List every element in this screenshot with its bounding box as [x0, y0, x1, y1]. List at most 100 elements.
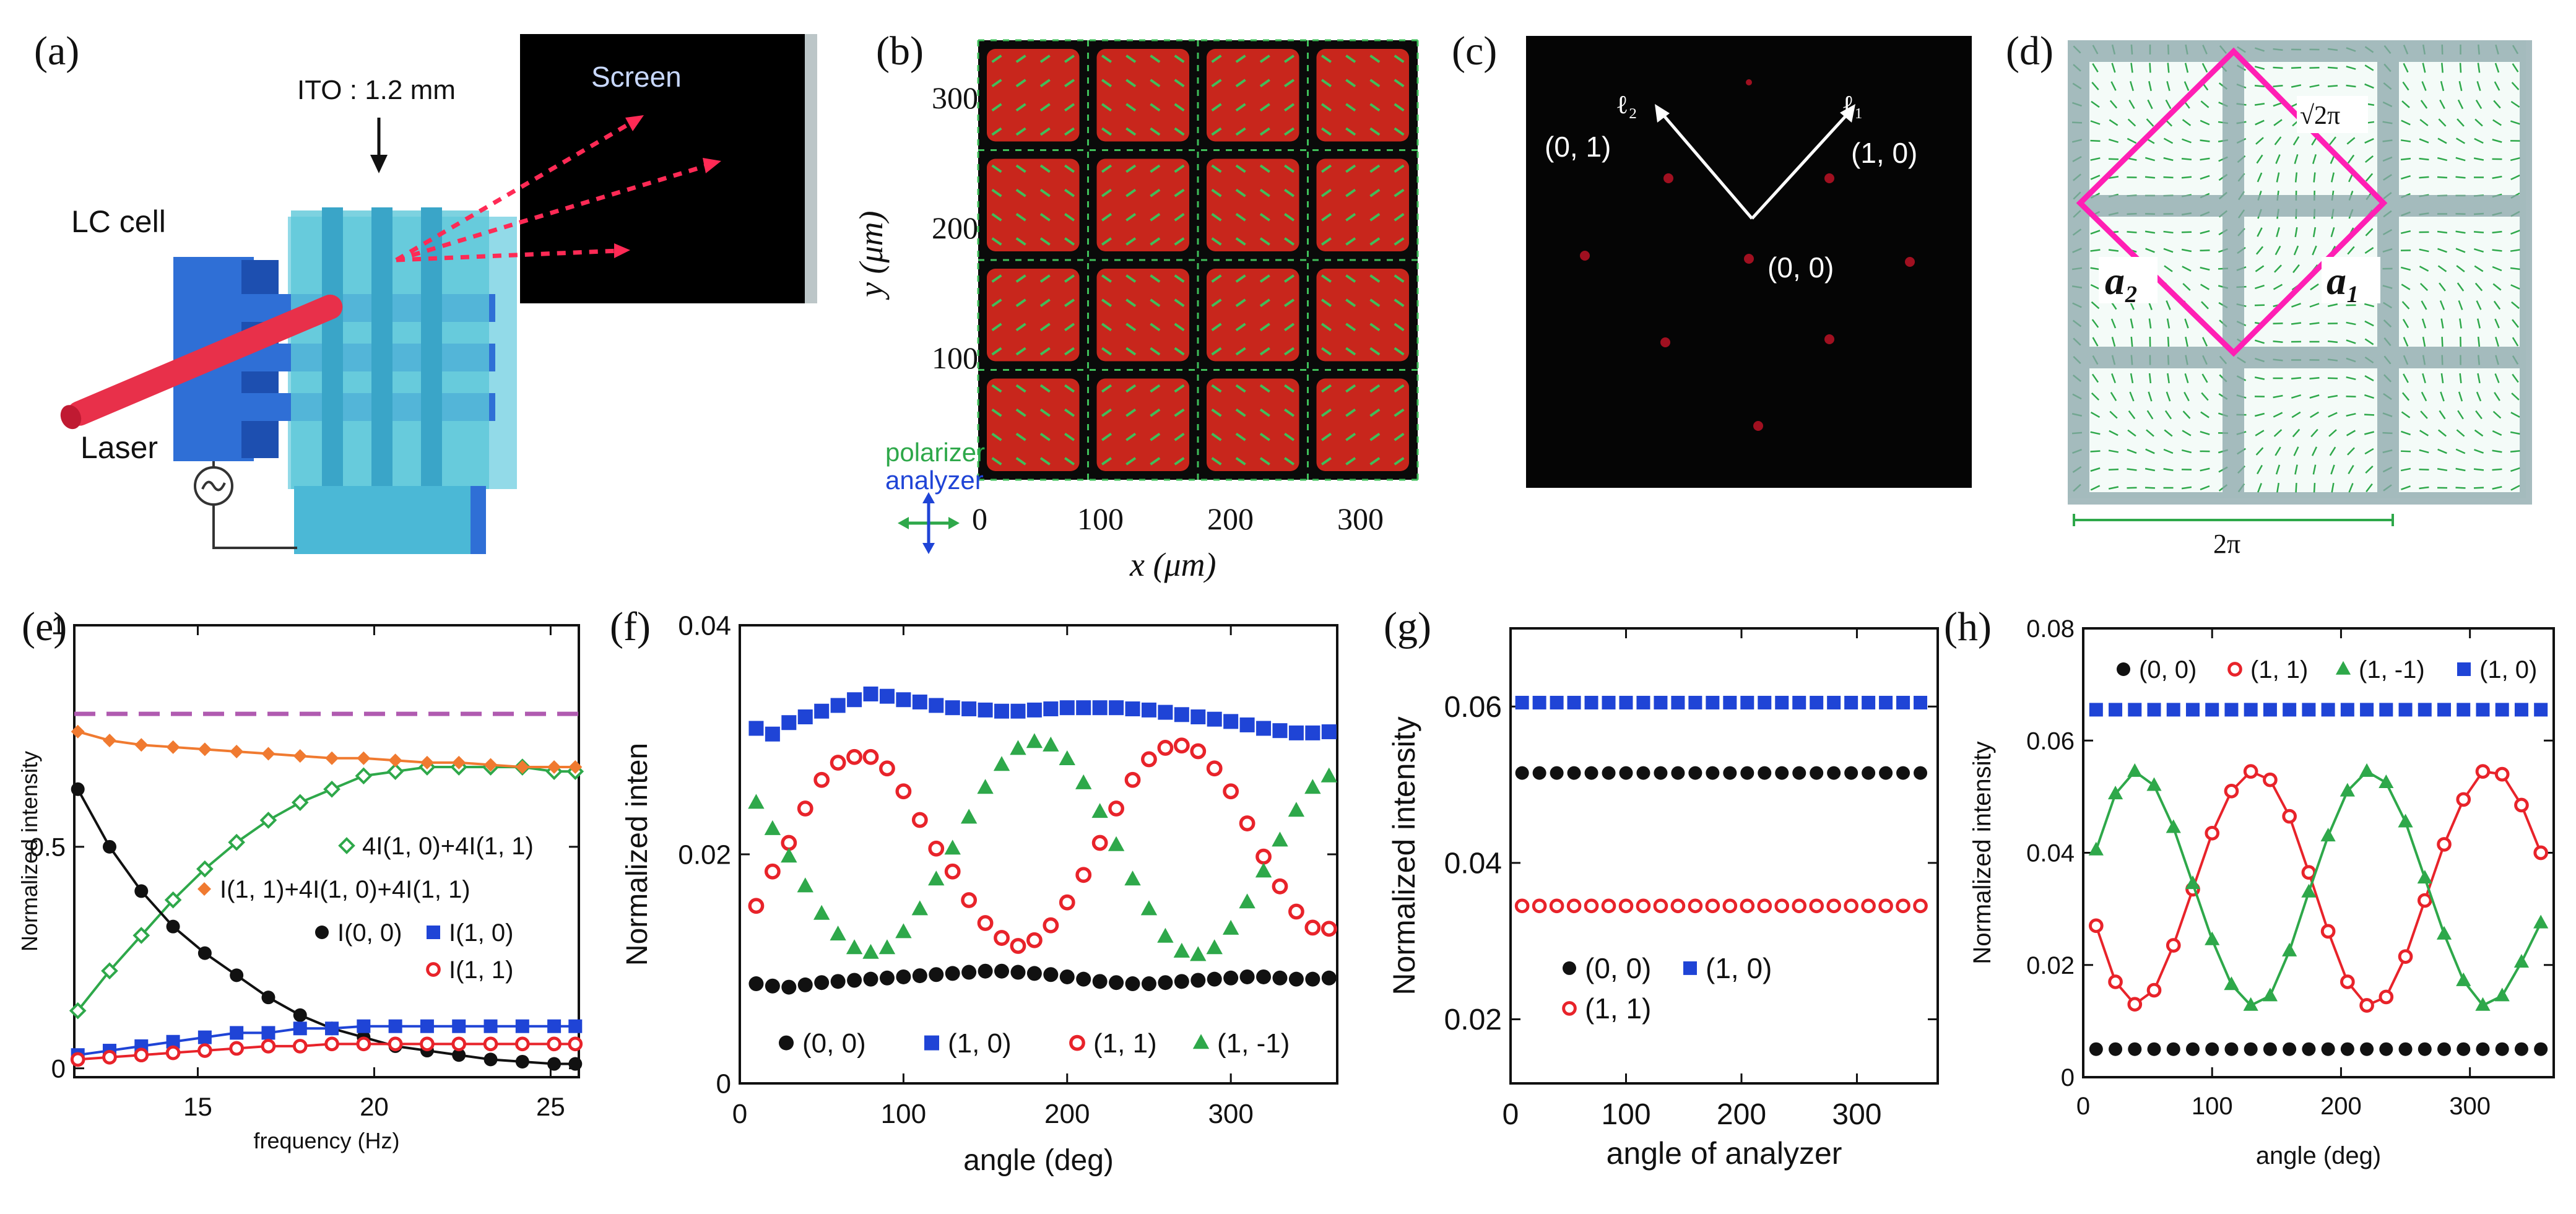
director-tick: [1211, 457, 1222, 466]
director-tick: [2201, 301, 2209, 310]
director-tick: [2327, 394, 2338, 399]
director-tick: [1174, 127, 1185, 136]
director-tick: [2148, 80, 2152, 92]
director-tick: [2330, 227, 2335, 238]
director-tick: [1064, 274, 1075, 283]
data-point: [929, 967, 944, 982]
data-point: [71, 782, 85, 796]
data-point: [1532, 898, 1547, 914]
director-tick: [1174, 54, 1185, 63]
x-tick-label: 100: [881, 1099, 926, 1129]
data-point: [1563, 961, 1576, 975]
series--0-0-: [1515, 766, 1928, 780]
data-point: [1141, 702, 1156, 718]
y-axis-label: Normalized intensity: [1387, 716, 1421, 995]
director-tick: [2090, 120, 2101, 125]
director-tick: [2510, 412, 2520, 418]
data-point: [2127, 997, 2143, 1012]
director-tick: [2257, 464, 2263, 475]
data-point: [2359, 763, 2375, 777]
director-tick: [1039, 188, 1051, 197]
data-point: [814, 975, 830, 991]
director-tick: [1174, 298, 1185, 307]
setup-diagram: Screen ITO : 1.2 mm LC cell Laser: [60, 34, 817, 554]
director-tick: [2329, 136, 2336, 145]
data-point: [2340, 783, 2355, 797]
director-tick: [1283, 164, 1295, 173]
director-tick: [2420, 410, 2428, 419]
beam-head-2: [703, 158, 721, 173]
data-point: [2107, 786, 2123, 800]
director-tick: [2292, 136, 2300, 145]
director-tick: [1015, 54, 1026, 63]
director-tick: [2092, 337, 2099, 347]
director-tick: [2457, 410, 2464, 420]
data-point: [2224, 703, 2239, 717]
legend: (0, 0) (1, 1) (1, -1) (1, 0): [2117, 656, 2537, 683]
data-point: [1239, 893, 1255, 909]
director-tick: [2492, 468, 2502, 471]
legend-label: I(1, 1)+4I(1, 0)+4I(1, 1): [220, 876, 471, 903]
director-tick: [2401, 301, 2410, 310]
director-tick: [1015, 237, 1026, 246]
data-point: [912, 968, 927, 984]
pom-cell: [1207, 158, 1299, 251]
director-tick: [2182, 410, 2191, 419]
data-point: [1584, 695, 1598, 709]
y-tick-label: 0: [716, 1069, 731, 1099]
data-point: [1654, 766, 1668, 780]
director-tick: [1259, 433, 1270, 441]
data-point: [1321, 921, 1337, 937]
director-tick: [2364, 394, 2375, 399]
director-tick: [2455, 248, 2466, 253]
director-tick: [1211, 347, 1222, 356]
chart-g: 0 100 200 300 0.02 0.04 0.06 angle of analyzer N…: [1387, 627, 1939, 1171]
data-point: [261, 747, 275, 761]
director-tick: [2091, 319, 2099, 328]
director-tick: [1259, 103, 1270, 112]
director-tick: [1283, 347, 1295, 356]
y-axis-label: Normalized inten: [621, 743, 654, 966]
data-point: [293, 1008, 307, 1022]
data-point: [1722, 898, 1738, 914]
series--1-0-: [2089, 703, 2548, 717]
director-tick: [1259, 408, 1270, 417]
director-tick: [2291, 303, 2301, 308]
data-point: [1515, 766, 1529, 780]
data-point: [197, 882, 211, 896]
data-point: [568, 1036, 583, 1052]
data-point: [1059, 700, 1075, 716]
director-tick: [1345, 347, 1356, 356]
data-point: [1683, 961, 1697, 975]
director-tick: [1235, 384, 1246, 393]
pom-cell: [987, 49, 1080, 142]
director-tick: [991, 408, 1002, 417]
data-point: [164, 891, 182, 909]
x-tick-label: 0: [1503, 1098, 1519, 1131]
b-xtick-100: 100: [1077, 501, 1124, 536]
data-point: [994, 930, 1010, 946]
chart-e-plot: 15 20 25 0 0.5 1 frequency (Hz) Normalized inte…: [17, 611, 584, 1153]
data-point: [1158, 975, 1173, 991]
director-tick: [2346, 395, 2356, 398]
data-point: [2224, 783, 2239, 799]
data-point: [2437, 1042, 2452, 1056]
data-point: [978, 963, 993, 979]
director-tick: [1394, 54, 1405, 63]
director-tick: [2144, 467, 2156, 472]
director-tick: [2130, 63, 2133, 73]
director-tick: [1125, 103, 1137, 112]
data-point: [166, 740, 180, 754]
legend-label: (0, 0): [802, 1028, 866, 1059]
data-point: [1190, 946, 1207, 961]
x-tick-label: 300: [1208, 1099, 1253, 1129]
y-tick-label: 0.02: [2026, 952, 2075, 979]
director-tick: [2473, 157, 2484, 161]
director-tick: [2200, 157, 2210, 161]
data-point: [261, 1026, 275, 1040]
plot-frame: [739, 624, 1338, 1085]
data-point: [323, 780, 340, 798]
director-tick: [1064, 347, 1075, 356]
data-point: [2146, 982, 2162, 998]
data-point: [228, 833, 245, 851]
